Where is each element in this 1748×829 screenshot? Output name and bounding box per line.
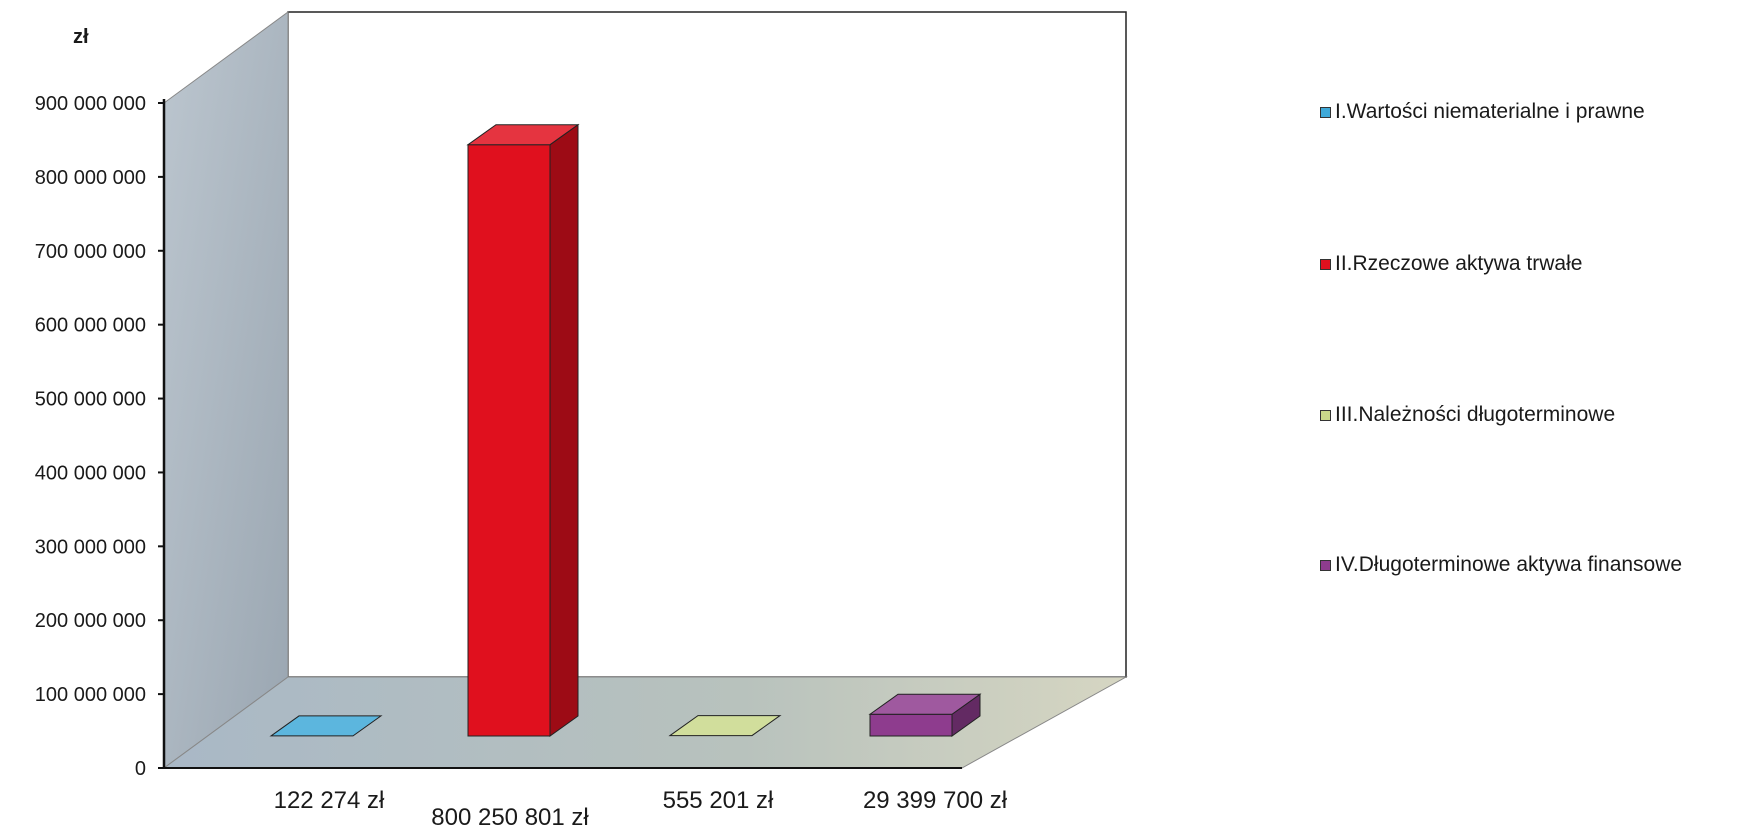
bar-top: [868, 693, 982, 715]
bar-front: [467, 144, 551, 737]
legend-swatch: [1320, 409, 1331, 421]
y-tick-label: 200 000 000: [35, 610, 146, 632]
bar-top: [668, 715, 782, 737]
data-label: 800 250 801 zł: [431, 804, 589, 829]
legend-label: IV.Długoterminowe aktywa finansowe: [1335, 553, 1683, 576]
y-tick-label: 500 000 000: [35, 389, 146, 411]
bar-3: [668, 715, 782, 737]
y-tick-label: 400 000 000: [35, 462, 146, 484]
bar-4: [868, 693, 982, 737]
bar-top: [269, 715, 383, 737]
data-labels: 122 274 zł 800 250 801 zł 555 201 zł 29 399…: [274, 787, 1008, 829]
back-wall: [287, 11, 1127, 678]
data-label: 555 201 zł: [663, 787, 774, 814]
bar-chart-3d: 0 100 000 000 200 000 000 300 000 000 400 00…: [35, 11, 1128, 829]
y-tick-label: 800 000 000: [35, 167, 146, 189]
y-axis: 0 100 000 000 200 000 000 300 000 000 400 00…: [35, 93, 962, 780]
bars: [269, 123, 982, 737]
y-tick-label: 0: [135, 758, 146, 780]
bar-1: [269, 715, 383, 737]
bar-2: [466, 123, 580, 737]
y-tick-label: 700 000 000: [35, 241, 146, 263]
data-label: 122 274 zł: [274, 787, 385, 814]
legend-label: II.Rzeczowe aktywa trwałe: [1335, 252, 1583, 275]
bar-top: [466, 124, 580, 146]
legend-item-1: I.Wartości niematerialne i prawne: [1320, 100, 1645, 124]
bar-front: [869, 713, 953, 737]
chart-walls: [162, 11, 1128, 769]
legend-label: I.Wartości niematerialne i prawne: [1335, 100, 1645, 123]
legend-item-4: IV.Długoterminowe aktywa finansowe: [1320, 553, 1682, 577]
legend-swatch: [1320, 559, 1331, 571]
legend-label: III.Należności długoterminowe: [1335, 403, 1616, 426]
bar-side: [549, 123, 579, 737]
y-tick-label: 600 000 000: [35, 315, 146, 337]
side-wall: [163, 11, 289, 769]
legend-item-2: II.Rzeczowe aktywa trwałe: [1320, 252, 1582, 276]
legend-swatch: [1320, 258, 1331, 270]
y-tick-label: 900 000 000: [35, 93, 146, 115]
y-tick-label: 100 000 000: [35, 684, 146, 706]
legend-swatch: [1320, 106, 1331, 118]
data-label: 29 399 700 zł: [863, 787, 1008, 814]
legend-item-3: III.Należności długoterminowe: [1320, 403, 1615, 427]
y-tick-label: 300 000 000: [35, 536, 146, 558]
y-unit-label: zł: [73, 26, 89, 48]
